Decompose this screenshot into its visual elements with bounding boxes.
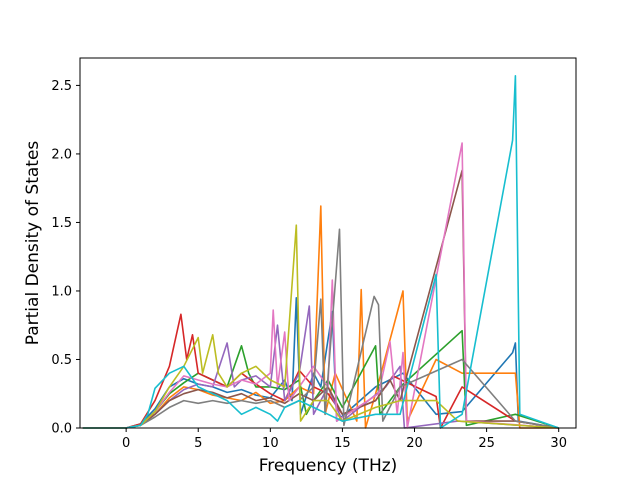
x-tick-label: 15 — [334, 436, 351, 451]
series-line-10 — [82, 75, 559, 429]
y-tick-label: 0.5 — [51, 353, 72, 368]
x-axis-ticks: 0 5 10 15 20 25 30 — [122, 428, 567, 451]
x-tick-label: 10 — [262, 436, 279, 451]
plot-frame — [79, 57, 577, 429]
x-tick-label: 0 — [122, 436, 130, 451]
x-tick-label: 5 — [194, 436, 202, 451]
y-tick-label: 1.5 — [51, 216, 72, 231]
series-line-6 — [82, 169, 559, 429]
x-tick-label: 20 — [406, 436, 423, 451]
x-tick-label: 25 — [478, 436, 495, 451]
y-tick-label: 1.0 — [51, 284, 72, 299]
x-tick-label: 30 — [550, 436, 567, 451]
series-layer — [82, 75, 559, 429]
y-tick-label: 2.5 — [51, 79, 72, 94]
series-line-9 — [82, 224, 559, 429]
y-axis-label: Partial Density of States — [23, 141, 43, 346]
y-tick-label: 2.0 — [51, 147, 72, 162]
series-line-4 — [82, 313, 559, 429]
x-axis-label: Frequency (THz) — [259, 456, 398, 476]
series-line-3 — [82, 329, 559, 429]
y-tick-label: 0.0 — [51, 422, 72, 437]
series-line-7 — [82, 142, 559, 429]
y-axis-ticks: 0.0 0.5 1.0 1.5 2.0 2.5 — [51, 79, 80, 437]
